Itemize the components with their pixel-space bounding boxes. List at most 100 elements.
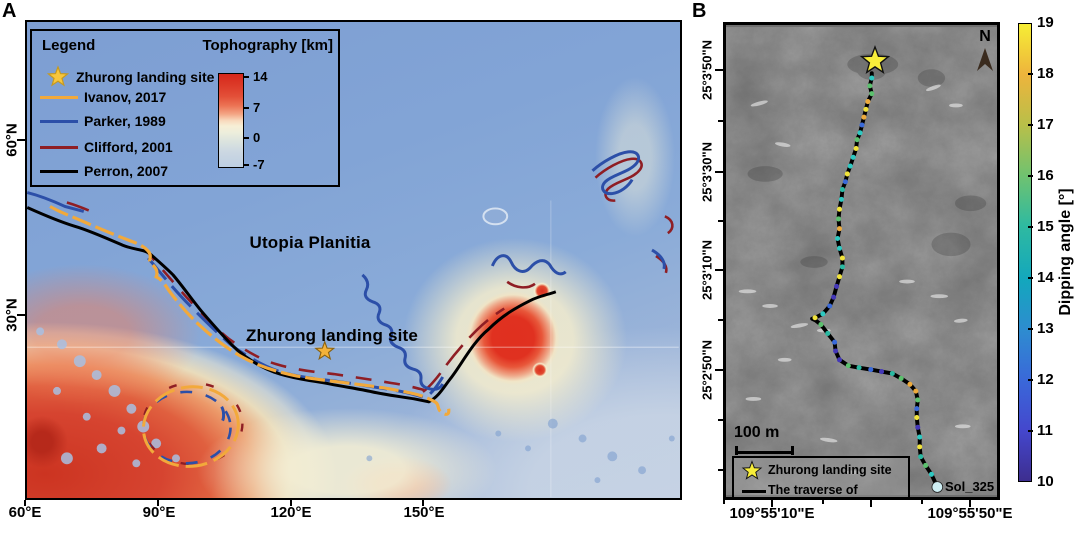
scalebar-end-tick	[791, 446, 794, 455]
cbB-tick	[1028, 124, 1033, 126]
dipping-angle-dot	[842, 179, 848, 185]
b-xtick-mark	[921, 500, 923, 504]
b-ytick-mark	[715, 69, 723, 71]
panel-a-legend: Legend Tophography [km] Zhurong landing …	[30, 29, 340, 187]
crater-dots	[36, 327, 180, 468]
b-ytick-mark	[715, 269, 723, 271]
cbB-tick	[1028, 379, 1033, 381]
clifford-label: Clifford, 2001	[84, 139, 173, 155]
a-ytick-mark	[17, 139, 25, 141]
clifford-2001-contact	[66, 157, 674, 393]
legend-traverse-swatch	[742, 490, 766, 493]
crater-dots-lowland	[366, 418, 675, 484]
dipping-angle-dot	[865, 98, 871, 105]
cbB-tick	[1028, 73, 1033, 75]
sol-325-endpoint-dot	[931, 481, 944, 493]
cbB-tick	[1028, 277, 1033, 279]
b-ytick-3: 25°3'10"N	[699, 240, 715, 300]
region-label: Utopia Planitia	[249, 233, 371, 252]
dipping-angle-dot	[844, 171, 850, 177]
b-ytick-2: 25°3'30"N	[699, 142, 715, 202]
b-xtick-mark	[969, 500, 971, 507]
cbB-label-17: 17	[1037, 116, 1054, 133]
a-xtick-mark	[422, 500, 424, 506]
cbB-tick	[1028, 175, 1033, 177]
a-xtick-120e: 120°E	[270, 504, 312, 521]
b-xtick-1: 109°55'10"E	[729, 505, 815, 522]
dipping-angle-dot	[835, 216, 842, 222]
ivanov-2017-contact	[49, 205, 451, 416]
legend-traverse-label: The traverse of Zhurong	[768, 483, 858, 497]
a-xtick-150e: 150°E	[403, 504, 445, 521]
north-label: N	[979, 28, 991, 45]
dipping-angle-dot	[917, 444, 923, 450]
scalebar-end-tick	[735, 446, 738, 455]
b-ytick-mark	[715, 171, 723, 173]
legend-star-label: Zhurong landing site	[768, 463, 892, 477]
panel-a-letter: A	[2, 0, 17, 22]
dipping-angle-dot	[839, 255, 845, 261]
ivanov-label: Ivanov, 2017	[84, 89, 167, 105]
dipping-angle-dot	[863, 106, 869, 112]
dipping-angle-dot	[836, 206, 843, 212]
dipping-angle-dot	[915, 397, 921, 403]
dipping-angle-dot	[838, 196, 844, 202]
topography-colorbar	[218, 73, 244, 168]
dipping-angle-dot	[834, 283, 840, 289]
dipping-angle-dot	[907, 381, 913, 387]
b-ytick-mark	[718, 220, 723, 222]
panel-a-map: Utopia Planitia Zhurong landing site Leg…	[25, 20, 682, 500]
legend-star-icon	[47, 66, 69, 86]
dipping-angle-dot	[839, 187, 845, 193]
dipping-angle-dot	[839, 264, 845, 270]
dipping-angle-dot	[879, 369, 885, 375]
hirise-basemap	[726, 27, 997, 495]
topo-cb-tick	[244, 164, 249, 166]
cbB-label-14: 14	[1037, 269, 1054, 286]
panel-a-overlay	[27, 150, 679, 497]
cbB-label-15: 15	[1037, 218, 1054, 235]
topo-cb-tick	[244, 137, 249, 139]
north-arrow-icon	[977, 48, 993, 71]
scalebar-line	[736, 451, 794, 454]
legend-title: Legend	[42, 37, 96, 54]
cbB-tick	[1028, 430, 1033, 432]
dipping-angle-dot	[917, 434, 923, 440]
sol-endpoint-label: Sol_325	[945, 479, 995, 494]
b-xtick-mark	[723, 500, 725, 504]
a-xtick-mark	[290, 500, 292, 506]
cbB-tick	[1028, 226, 1033, 228]
b-xtick-mark	[822, 500, 824, 504]
scalebar-label: 100 m	[734, 424, 780, 441]
dipping-angle-dot	[818, 322, 824, 328]
dipping-angle-dot	[918, 454, 924, 460]
cbB-label-16: 16	[1037, 167, 1054, 184]
dipping-angle-dot	[832, 339, 838, 345]
dipping-angle-dot	[913, 388, 919, 394]
dipping-angle-dot	[915, 424, 921, 430]
dipping-angle-axis-title: Dipping angle [°]	[1057, 188, 1074, 316]
cbB-label-12: 12	[1037, 371, 1054, 388]
legend-star-icon	[742, 461, 762, 480]
dipping-angle-dot	[836, 274, 843, 280]
traverse-layer	[810, 71, 944, 493]
topo-cb-label-7: 7	[253, 100, 261, 115]
dipping-angle-dot	[928, 471, 934, 477]
dipping-angle-dot	[923, 462, 929, 469]
b-ytick-mark	[718, 319, 723, 321]
topo-cb-label-0: 0	[253, 130, 261, 145]
b-ytick-1: 25°3'50"N	[699, 40, 715, 100]
b-xtick-mark	[870, 500, 872, 507]
dipping-angle-dot	[868, 367, 874, 373]
dipping-angle-dot	[812, 315, 818, 321]
dipping-angle-dot	[836, 245, 843, 251]
b-xtick-2: 109°55'50"E	[927, 505, 1013, 522]
dipping-angle-dot	[836, 226, 843, 232]
topography-colorbar-title: Tophography [km]	[202, 37, 333, 54]
dipping-angle-dot	[898, 375, 904, 381]
dipping-angle-dot	[869, 91, 875, 97]
dipping-angle-dot	[831, 294, 837, 300]
topography-basemap	[27, 22, 680, 498]
dipping-angle-dot	[857, 130, 863, 136]
isidis-contact-ring	[141, 381, 244, 468]
